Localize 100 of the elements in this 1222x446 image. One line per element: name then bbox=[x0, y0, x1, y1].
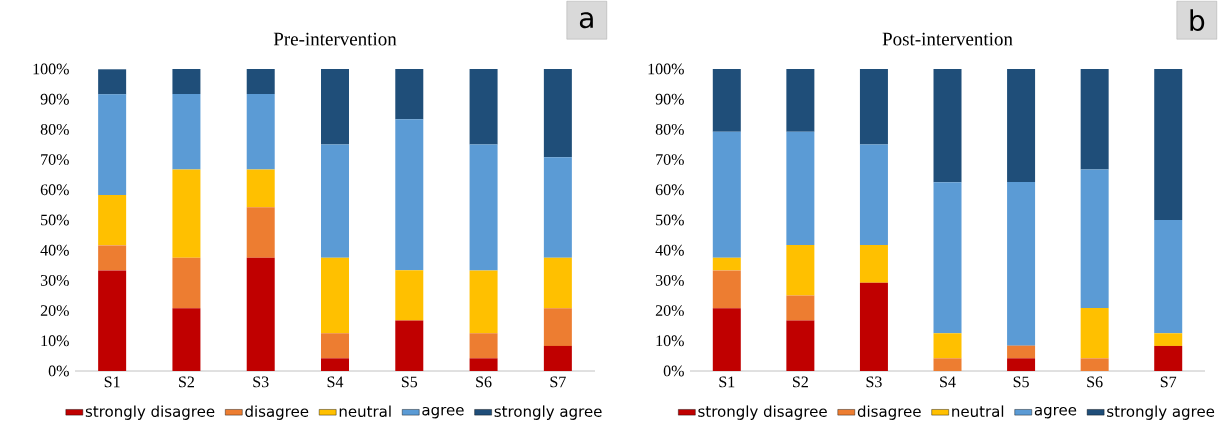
bar bbox=[1154, 220, 1183, 334]
bar bbox=[98, 94, 127, 195]
bar bbox=[1080, 69, 1109, 170]
bar bbox=[321, 358, 349, 371]
bar bbox=[786, 69, 815, 132]
bar bbox=[469, 144, 498, 271]
bar bbox=[395, 69, 424, 120]
x-tick-label: S6 bbox=[1087, 376, 1103, 388]
bar bbox=[172, 94, 201, 170]
bar bbox=[246, 69, 275, 95]
y-tick-label: 60% bbox=[40, 184, 69, 196]
bar bbox=[98, 270, 127, 371]
y-tick-label: 50% bbox=[41, 214, 69, 226]
bar bbox=[1007, 345, 1036, 359]
bar bbox=[172, 69, 201, 95]
bar bbox=[246, 94, 275, 170]
bar bbox=[859, 144, 888, 246]
bar bbox=[859, 69, 888, 145]
y-tick-label: 30% bbox=[655, 274, 684, 286]
bar bbox=[1080, 169, 1109, 308]
y-tick-label: 90% bbox=[40, 93, 69, 105]
bar bbox=[321, 69, 349, 145]
x-tick-label: S2 bbox=[792, 376, 808, 388]
bar bbox=[395, 320, 424, 371]
legend-label: strongly disagree bbox=[698, 405, 827, 420]
x-tick-label: S5 bbox=[1013, 376, 1029, 388]
x-tick-label: S4 bbox=[327, 376, 344, 388]
bar bbox=[246, 207, 275, 258]
bar bbox=[98, 245, 127, 271]
x-tick-label: S1 bbox=[719, 376, 735, 388]
bar bbox=[712, 69, 741, 132]
y-tick-label: 30% bbox=[40, 274, 69, 286]
bar bbox=[712, 131, 741, 258]
bar bbox=[1154, 333, 1183, 346]
x-tick-label: S3 bbox=[866, 376, 882, 388]
bar bbox=[786, 320, 815, 371]
y-tick-label: 80% bbox=[40, 123, 69, 135]
x-tick-label: S5 bbox=[401, 376, 418, 388]
bar bbox=[172, 169, 201, 258]
bar bbox=[712, 257, 741, 271]
bar bbox=[246, 169, 275, 208]
legend-label: neutral bbox=[339, 405, 391, 417]
y-tick-label: 10% bbox=[41, 335, 69, 347]
bar bbox=[933, 358, 962, 371]
bar bbox=[933, 69, 962, 183]
legend-label: strongly disagree bbox=[85, 405, 215, 420]
bar bbox=[1154, 345, 1183, 371]
legend-label: disagree bbox=[245, 405, 309, 420]
bar bbox=[98, 69, 127, 95]
legend-label: strongly agree bbox=[494, 405, 602, 420]
bar bbox=[321, 144, 349, 258]
x-tick-label: S2 bbox=[179, 376, 194, 388]
y-tick-label: 90% bbox=[655, 93, 684, 105]
bar bbox=[395, 119, 424, 271]
y-tick-label: 70% bbox=[41, 154, 69, 166]
y-tick-label: 10% bbox=[656, 335, 684, 347]
bar bbox=[321, 257, 349, 334]
bar bbox=[98, 194, 127, 246]
bar bbox=[786, 245, 815, 296]
bar bbox=[469, 333, 498, 359]
x-tick-label: S7 bbox=[1160, 376, 1177, 388]
bar bbox=[1007, 69, 1036, 182]
bar bbox=[172, 257, 201, 309]
y-tick-label: 100% bbox=[648, 63, 684, 75]
bar bbox=[712, 308, 741, 371]
bar bbox=[859, 282, 888, 371]
legend-label: strongly agree bbox=[1107, 405, 1215, 420]
legend-label: disagree bbox=[857, 405, 921, 420]
y-tick-label: 20% bbox=[655, 305, 684, 317]
bar bbox=[543, 345, 572, 371]
bar bbox=[246, 257, 275, 371]
bar bbox=[859, 245, 888, 283]
y-tick-label: 80% bbox=[655, 123, 684, 135]
y-tick-label: 100% bbox=[33, 63, 69, 75]
bar bbox=[1154, 69, 1183, 220]
x-tick-label: S6 bbox=[476, 376, 492, 388]
bar bbox=[1007, 358, 1036, 371]
bar bbox=[395, 270, 424, 321]
y-tick-label: 20% bbox=[40, 305, 69, 317]
bar bbox=[543, 257, 572, 309]
chart-title: Post-intervention bbox=[882, 32, 1013, 46]
y-tick-label: 0% bbox=[663, 365, 684, 377]
y-tick-label: 0% bbox=[48, 365, 69, 377]
bar bbox=[469, 69, 498, 145]
bar bbox=[543, 308, 572, 346]
legend-label: agree bbox=[422, 406, 464, 419]
legend-label: agree bbox=[1034, 406, 1077, 419]
bar bbox=[933, 182, 962, 334]
x-tick-label: S3 bbox=[253, 376, 269, 388]
chart-title: Pre-intervention bbox=[273, 32, 397, 46]
bar bbox=[1080, 307, 1109, 359]
x-tick-label: S4 bbox=[940, 376, 956, 388]
bar bbox=[1080, 358, 1109, 371]
y-tick-label: 40% bbox=[40, 244, 69, 256]
y-tick-label: 60% bbox=[655, 184, 684, 196]
bar bbox=[321, 333, 349, 359]
bar bbox=[543, 157, 572, 258]
y-tick-label: 70% bbox=[656, 154, 684, 166]
bar bbox=[543, 69, 572, 158]
x-tick-label: S1 bbox=[104, 376, 120, 388]
